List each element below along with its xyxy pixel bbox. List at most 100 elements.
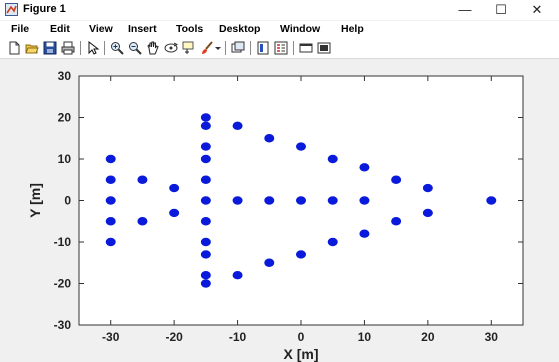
data-point bbox=[327, 154, 338, 164]
pan-icon[interactable] bbox=[146, 41, 160, 55]
link-plot-icon[interactable] bbox=[231, 41, 245, 55]
save-figure-icon[interactable] bbox=[43, 41, 57, 55]
matlab-figure-icon bbox=[5, 3, 18, 16]
data-cursor-icon[interactable] bbox=[182, 41, 196, 55]
brush-dropdown-icon[interactable] bbox=[214, 41, 222, 55]
show-plot-tools-icon[interactable] bbox=[317, 41, 331, 55]
data-point bbox=[296, 250, 306, 259]
y-tick-label: -10 bbox=[54, 235, 72, 249]
data-point bbox=[327, 237, 338, 247]
data-point bbox=[422, 208, 433, 218]
menu-tools[interactable]: Tools bbox=[176, 23, 204, 35]
menu-insert[interactable]: Insert bbox=[128, 23, 157, 35]
x-tick-labels: -30 -20 -10 0 10 20 30 bbox=[102, 330, 498, 344]
y-tick-label: 20 bbox=[58, 111, 72, 125]
menu-file[interactable]: File bbox=[11, 23, 30, 35]
data-point bbox=[105, 154, 116, 164]
x-tick-label: 0 bbox=[298, 330, 305, 344]
data-points bbox=[105, 113, 497, 288]
x-tick-label: -30 bbox=[102, 330, 120, 344]
menu-desktop[interactable]: Desktop bbox=[219, 23, 261, 35]
data-point bbox=[200, 271, 211, 280]
menu-edit[interactable]: Edit bbox=[50, 23, 70, 35]
data-point bbox=[105, 196, 116, 205]
data-point bbox=[264, 258, 275, 267]
data-point bbox=[137, 175, 148, 184]
y-tick-label: 10 bbox=[58, 152, 72, 166]
insert-legend-icon[interactable] bbox=[274, 41, 288, 55]
data-point bbox=[359, 196, 370, 205]
y-tick-label: -20 bbox=[54, 277, 72, 291]
x-tick-label: -20 bbox=[165, 330, 183, 344]
data-point bbox=[200, 113, 211, 122]
x-tick-label: -10 bbox=[229, 330, 247, 344]
y-tick-labels: -30 -20 -10 0 10 20 30 bbox=[54, 69, 72, 332]
maximize-button[interactable]: ☐ bbox=[495, 2, 507, 17]
data-point bbox=[296, 196, 306, 205]
data-point bbox=[105, 237, 116, 247]
brush-icon[interactable] bbox=[200, 41, 214, 55]
axis-ticks bbox=[79, 75, 523, 326]
zoom-in-icon[interactable] bbox=[110, 41, 124, 55]
data-point bbox=[200, 250, 211, 259]
y-tick-label: 30 bbox=[58, 69, 72, 83]
x-tick-label: 20 bbox=[421, 330, 435, 344]
data-point bbox=[232, 271, 243, 280]
close-button[interactable]: ✕ bbox=[531, 2, 543, 17]
data-point bbox=[169, 208, 180, 218]
data-point bbox=[200, 121, 211, 130]
y-tick-label: 0 bbox=[64, 194, 71, 208]
data-point bbox=[200, 154, 211, 164]
data-point bbox=[200, 142, 211, 151]
data-point bbox=[486, 196, 497, 205]
data-point bbox=[200, 175, 211, 184]
data-point bbox=[105, 175, 116, 184]
data-point bbox=[169, 183, 180, 193]
data-point bbox=[200, 237, 211, 247]
data-point bbox=[137, 217, 148, 226]
toolbar-separator bbox=[104, 41, 105, 55]
x-axis-label: X [m] bbox=[284, 346, 319, 362]
menu-help[interactable]: Help bbox=[341, 23, 364, 35]
toolbar-separator bbox=[225, 41, 226, 55]
toolbar-separator bbox=[80, 41, 81, 55]
data-point bbox=[359, 229, 370, 238]
data-point bbox=[105, 217, 116, 226]
toolbar-separator bbox=[250, 41, 251, 55]
hide-plot-tools-icon[interactable] bbox=[299, 41, 313, 55]
toolbar-separator bbox=[293, 41, 294, 55]
data-point bbox=[391, 175, 402, 184]
menu-view[interactable]: View bbox=[89, 23, 113, 35]
figure-canvas[interactable]: -30 -20 -10 0 10 20 30 -30 -20 -10 0 10 20 30 Y [m] … bbox=[0, 59, 559, 362]
data-point bbox=[296, 142, 306, 151]
print-figure-icon[interactable] bbox=[61, 41, 75, 55]
data-point bbox=[232, 196, 243, 205]
data-point bbox=[391, 217, 402, 226]
open-file-icon[interactable] bbox=[25, 41, 39, 55]
x-tick-label: 30 bbox=[485, 330, 499, 344]
minimize-button[interactable]: — bbox=[458, 2, 472, 17]
data-point bbox=[200, 217, 211, 226]
data-point bbox=[232, 121, 243, 130]
y-axis-label: Y [m] bbox=[27, 183, 43, 218]
menu-window[interactable]: Window bbox=[280, 23, 321, 35]
figure-toolbar bbox=[0, 38, 559, 59]
rotate-3d-icon[interactable] bbox=[164, 41, 178, 55]
data-point bbox=[200, 196, 211, 205]
menu-bar: File Edit View Insert Tools Desktop Wind… bbox=[0, 21, 559, 38]
data-point bbox=[200, 279, 211, 288]
window-title: Figure 1 bbox=[23, 3, 66, 15]
edit-plot-icon[interactable] bbox=[86, 41, 100, 55]
title-bar[interactable]: Figure 1 — ☐ ✕ bbox=[0, 0, 559, 20]
new-figure-icon[interactable] bbox=[7, 41, 21, 55]
data-point bbox=[422, 183, 433, 193]
x-tick-label: 10 bbox=[358, 330, 372, 344]
data-point bbox=[264, 196, 275, 205]
y-tick-label: -30 bbox=[54, 318, 72, 332]
insert-colorbar-icon[interactable] bbox=[256, 41, 270, 55]
data-point bbox=[264, 134, 275, 143]
zoom-out-icon[interactable] bbox=[128, 41, 142, 55]
data-point bbox=[359, 163, 370, 172]
